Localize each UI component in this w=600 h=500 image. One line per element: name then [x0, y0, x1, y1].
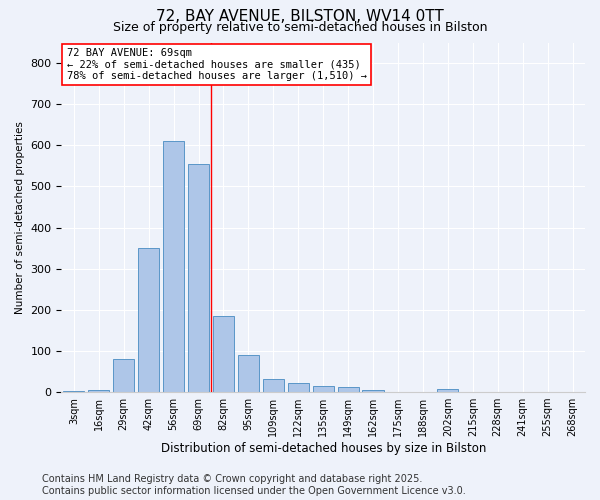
- Bar: [313, 386, 334, 392]
- Text: Size of property relative to semi-detached houses in Bilston: Size of property relative to semi-detach…: [113, 22, 487, 35]
- Bar: [213, 316, 234, 392]
- Bar: [138, 248, 159, 392]
- X-axis label: Distribution of semi-detached houses by size in Bilston: Distribution of semi-detached houses by …: [161, 442, 486, 455]
- Bar: [188, 164, 209, 392]
- Text: 72 BAY AVENUE: 69sqm
← 22% of semi-detached houses are smaller (435)
78% of semi: 72 BAY AVENUE: 69sqm ← 22% of semi-detac…: [67, 48, 367, 81]
- Bar: [263, 378, 284, 392]
- Bar: [338, 387, 359, 392]
- Bar: [163, 141, 184, 392]
- Y-axis label: Number of semi-detached properties: Number of semi-detached properties: [15, 121, 25, 314]
- Bar: [362, 390, 383, 392]
- Text: Contains HM Land Registry data © Crown copyright and database right 2025.
Contai: Contains HM Land Registry data © Crown c…: [42, 474, 466, 496]
- Bar: [287, 382, 309, 392]
- Bar: [113, 359, 134, 392]
- Bar: [238, 355, 259, 392]
- Bar: [88, 390, 109, 392]
- Bar: [437, 389, 458, 392]
- Text: 72, BAY AVENUE, BILSTON, WV14 0TT: 72, BAY AVENUE, BILSTON, WV14 0TT: [156, 9, 444, 24]
